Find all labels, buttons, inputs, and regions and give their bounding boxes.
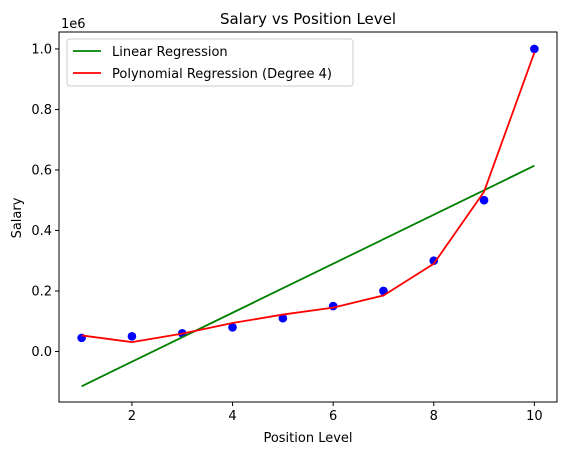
y-tick-label: 0.8 (31, 103, 52, 118)
data-point (228, 322, 237, 332)
legend-box (66, 38, 354, 87)
data-point (278, 313, 288, 323)
linear-regression-line (81, 164, 535, 388)
y-axis-label: Salary (10, 197, 25, 238)
y-tick-label: 0.4 (31, 224, 52, 239)
x-tick-label: 10 (526, 409, 543, 424)
chart-title: Salary vs Position Level (220, 10, 396, 28)
x-tick-label: 2 (128, 409, 136, 424)
legend-label: Linear Regression (112, 45, 228, 60)
axes-frame (58, 31, 558, 403)
plot-area: 2 4 6 8 10 0.0 0.2 0.4 0.6 0.8 1.0 Linear Regressio… (31, 31, 558, 424)
x-axis-label: Position Level (263, 431, 352, 446)
data-point (127, 332, 137, 341)
y-tick-label: 0.2 (31, 284, 52, 299)
data-point (77, 333, 86, 343)
data-point (530, 44, 539, 54)
y-tick-label: 1.0 (31, 42, 52, 57)
y-tick-label: 0.0 (31, 345, 52, 360)
x-tick-label: 4 (228, 409, 236, 424)
polynomial-regression-line (81, 52, 536, 343)
data-point (429, 256, 439, 266)
data-point (479, 195, 489, 205)
y-tick-label: 0.6 (31, 163, 52, 178)
y-offset-label: 1e6 (61, 17, 86, 32)
legend-label: Polynomial Regression (Degree 4) (112, 67, 332, 82)
x-tick-label: 6 (329, 409, 337, 424)
x-tick-label: 8 (430, 409, 438, 424)
